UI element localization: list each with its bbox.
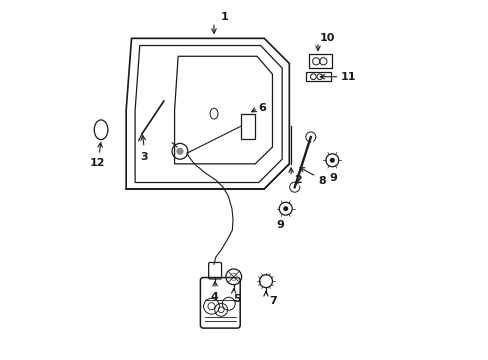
Circle shape [305,132,315,142]
Circle shape [329,158,334,163]
Text: 3: 3 [140,152,147,162]
Text: 9: 9 [276,220,284,230]
Bar [241,114,255,139]
Text: 8: 8 [318,176,326,186]
Text: 7: 7 [269,296,277,306]
Text: 2: 2 [293,175,301,185]
Text: 10: 10 [319,33,334,43]
Text: 6: 6 [257,103,265,113]
Circle shape [176,148,183,155]
Text: 5: 5 [232,294,240,304]
Text: 12: 12 [89,158,105,168]
Text: 9: 9 [329,173,337,183]
Bar [308,54,332,68]
Text: 4: 4 [210,292,218,302]
Text: 11: 11 [340,72,356,82]
Circle shape [289,182,299,192]
Text: 1: 1 [221,12,228,22]
Circle shape [283,206,287,211]
